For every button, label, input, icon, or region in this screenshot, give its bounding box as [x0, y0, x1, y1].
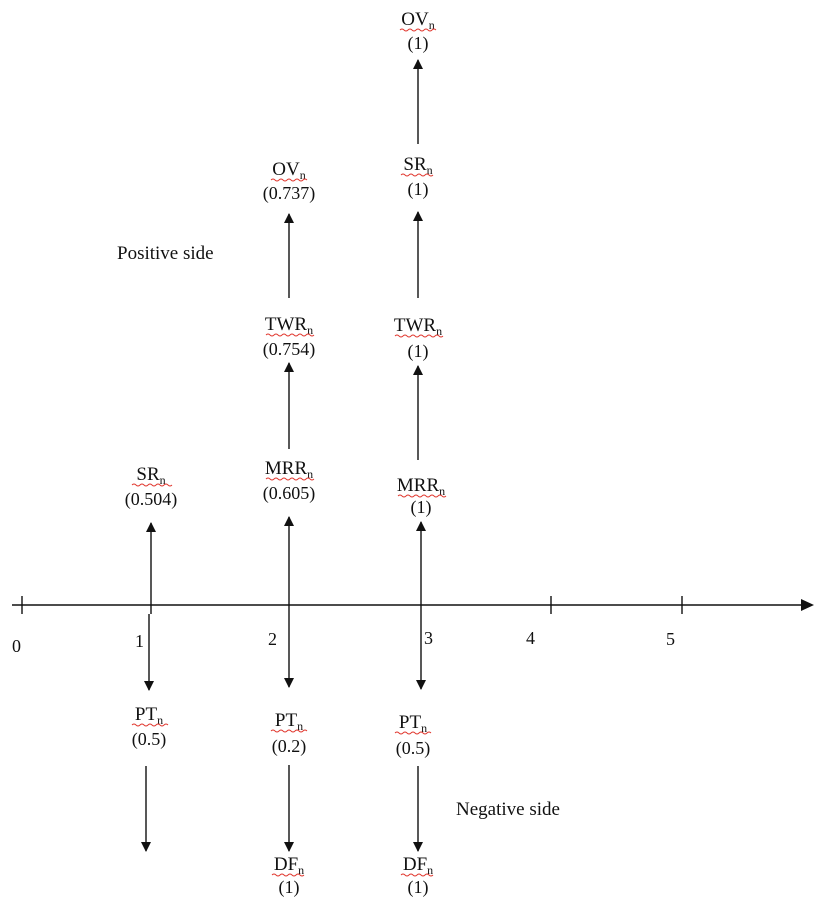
spellcheck-underline [394, 334, 444, 338]
node-label-col1-pt: PTn [135, 704, 163, 727]
node-label-col2-mrr: MRRn [265, 458, 313, 481]
node-value-col3-pt: (0.5) [396, 738, 431, 759]
criterion-column-2: MRRn (0.605) TWRn (0.754) OVn (0.737) PT… [263, 159, 316, 898]
axis-tick-label-5: 5 [666, 629, 675, 649]
spellcheck-underline [397, 494, 447, 498]
axis-tick-label-0: 0 [12, 636, 21, 656]
spellcheck-underline [131, 483, 173, 487]
node-label-col3-mrr: MRRn [397, 475, 445, 498]
node-label-col2-ov: OVn [272, 159, 305, 182]
node-value-col3-mrr: (1) [411, 497, 432, 518]
node-value-col3-twr: (1) [408, 341, 429, 362]
spellcheck-underline [271, 873, 305, 877]
axis-tick-label-2: 2 [268, 629, 277, 649]
spellcheck-underline [399, 28, 437, 32]
node-label-col3-pt: PTn [399, 712, 427, 735]
spellcheck-underline [400, 173, 434, 177]
node-value-col1-pt: (0.5) [132, 729, 167, 750]
spellcheck-underline [270, 729, 308, 733]
positive-side-label: Positive side [117, 243, 214, 264]
node-label-col2-twr: TWRn [265, 314, 313, 337]
node-value-col2-ov: (0.737) [263, 183, 316, 204]
node-label-col3-twr: TWRn [394, 315, 442, 338]
node-label-col3-ov: OVn [401, 9, 434, 32]
node-label-col3-df: DFn [403, 854, 433, 877]
spellcheck-underline [400, 873, 434, 877]
node-label-col2-df: DFn [274, 854, 304, 877]
node-label-col2-pt: PTn [275, 710, 303, 733]
node-label-col3-sr: SRn [403, 154, 432, 177]
node-value-col3-df: (1) [408, 877, 429, 898]
criterion-column-3: MRRn (1) TWRn (1) SRn (1) OVn (1) PTn (0… [394, 9, 447, 898]
node-value-col2-mrr: (0.605) [263, 483, 316, 504]
number-axis: 0 1 2 3 4 5 [12, 596, 814, 656]
spellcheck-underline [270, 178, 308, 182]
node-value-col2-df: (1) [279, 877, 300, 898]
spellcheck-underline [131, 723, 169, 727]
axis-tick-label-3: 3 [424, 628, 433, 648]
node-value-col3-sr: (1) [408, 179, 429, 200]
axis-tick-label-1: 1 [135, 631, 144, 651]
node-value-col3-ov: (1) [408, 33, 429, 54]
node-label-col1-sr: SRn [136, 464, 165, 487]
node-value-col1-sr: (0.504) [125, 489, 178, 510]
spellcheck-underline [265, 477, 315, 481]
criterion-column-1: SRn (0.504) PTn (0.5) [125, 464, 178, 852]
axis-arrowhead [801, 599, 814, 611]
spellcheck-underline [394, 731, 432, 735]
node-value-col2-twr: (0.754) [263, 339, 316, 360]
negative-side-label: Negative side [456, 799, 560, 820]
axis-tick-label-4: 4 [526, 628, 535, 648]
node-value-col2-pt: (0.2) [272, 736, 307, 757]
spellcheck-underline [265, 333, 315, 337]
